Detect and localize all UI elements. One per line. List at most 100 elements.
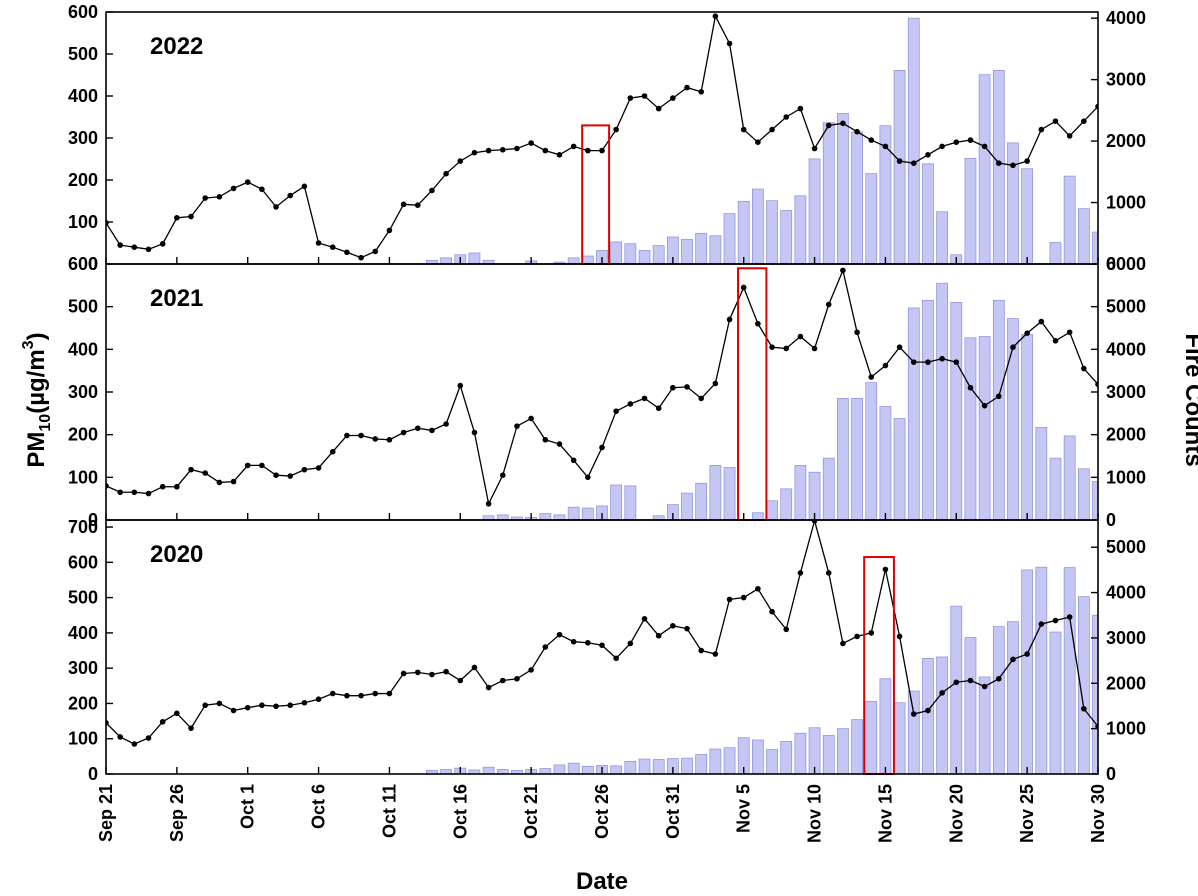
y2-tick-label: 3000: [1106, 382, 1146, 402]
y-axis-title-subscript: 10: [37, 414, 54, 432]
fire-bar: [553, 261, 566, 264]
fire-bar: [766, 200, 778, 264]
pm10-point: [953, 679, 960, 686]
fire-bar: [1192, 518, 1198, 520]
fire-bar: [752, 188, 764, 264]
pm10-point: [854, 633, 860, 640]
pm10-point: [585, 639, 591, 646]
fire-bar: [1178, 515, 1189, 520]
fire-bar: [822, 735, 835, 774]
fire-bar: [1192, 747, 1198, 774]
fire-bar: [780, 740, 793, 774]
pm10-point: [939, 690, 945, 696]
fire-bar: [780, 488, 793, 520]
pm10-point: [910, 359, 917, 365]
y2-tick-label: 1000: [1106, 719, 1146, 739]
fire-bar: [865, 382, 878, 520]
pm10-point: [655, 105, 662, 112]
pm10-point: [117, 242, 123, 248]
fire-bar: [468, 252, 481, 264]
fire-bar: [539, 513, 552, 520]
pm10-point: [414, 669, 421, 676]
fire-bar: [1021, 569, 1034, 774]
fire-bar: [1121, 509, 1132, 520]
y2-tick-label: 3000: [1106, 628, 1146, 648]
fire-bar: [723, 747, 736, 774]
pm10-point: [1052, 338, 1059, 344]
pm10-point: [585, 147, 591, 154]
x-tick-label: Oct 1: [238, 784, 258, 829]
pm10-point: [372, 436, 379, 442]
fire-bar: [610, 241, 623, 264]
fire-bar: [1077, 468, 1090, 520]
fire-bar: [752, 739, 764, 774]
pm10-point: [344, 249, 350, 256]
fire-bar: [723, 213, 736, 264]
pm10-point: [528, 140, 534, 146]
pm10-point: [854, 329, 860, 336]
pm10-point: [159, 241, 166, 247]
pm10-point: [925, 707, 931, 714]
pm10-point: [797, 570, 804, 576]
pm10-point: [1024, 158, 1030, 164]
pm10-point: [712, 380, 719, 387]
pm10-point: [641, 615, 648, 622]
pm10-point: [202, 195, 208, 201]
fire-bar: [666, 504, 679, 520]
x-tick-label: Nov 10: [805, 784, 825, 843]
pm10-point: [811, 520, 818, 524]
pm10-point: [386, 690, 393, 697]
x-tick-label: Oct 26: [592, 784, 612, 839]
fire-bar: [922, 299, 934, 520]
pm10-point: [1024, 651, 1030, 657]
fire-bar: [652, 245, 665, 264]
pm10-point: [684, 84, 690, 91]
pm10-point: [273, 472, 279, 479]
pm10-point: [627, 640, 634, 647]
pm10-point: [386, 436, 393, 443]
pm10-point: [1081, 705, 1087, 712]
y-tick-label: 500: [68, 44, 98, 64]
pm10-point: [599, 147, 605, 154]
fire-bar: [950, 302, 963, 520]
pm10-point: [811, 145, 818, 152]
fire-bar: [851, 719, 863, 774]
pm10-point: [769, 126, 775, 133]
pm10-point: [273, 204, 279, 210]
pm10-point: [868, 374, 875, 380]
fire-bar: [978, 336, 991, 520]
pm10-point: [386, 227, 393, 234]
pm10-point: [556, 152, 563, 158]
pm10-point: [414, 425, 421, 432]
fire-bar: [837, 728, 849, 774]
fire-bar: [737, 737, 750, 774]
y2-tick-label: 0: [1106, 764, 1116, 784]
pm10-point: [825, 122, 832, 129]
pm10-point: [471, 429, 478, 436]
pm10-point: [655, 632, 662, 639]
pm10-point: [1109, 118, 1115, 124]
fire-bar: [837, 398, 849, 520]
pm10-point: [301, 699, 308, 706]
pm10-point: [783, 114, 790, 120]
fire-bar: [681, 757, 693, 774]
y2-tick-label: 4000: [1106, 8, 1146, 28]
fire-bar: [567, 762, 580, 774]
pm10-point: [315, 465, 322, 471]
pm10-point: [698, 395, 704, 402]
fire-bar: [1077, 208, 1090, 264]
pm10-point: [287, 702, 294, 709]
y2-tick-label: 3000: [1106, 70, 1146, 90]
pm10-point: [301, 466, 308, 473]
fire-bar: [624, 760, 637, 774]
fire-bar: [695, 482, 708, 520]
pm10-point: [953, 139, 960, 145]
pm10-point: [641, 395, 648, 402]
fire-bar: [482, 766, 495, 774]
y-tick-label: 600: [68, 2, 98, 22]
y-tick-label: 200: [68, 425, 98, 445]
fire-bar: [794, 732, 807, 774]
y-tick-label: 300: [68, 128, 98, 148]
y2-tick-label: 1000: [1106, 193, 1146, 213]
